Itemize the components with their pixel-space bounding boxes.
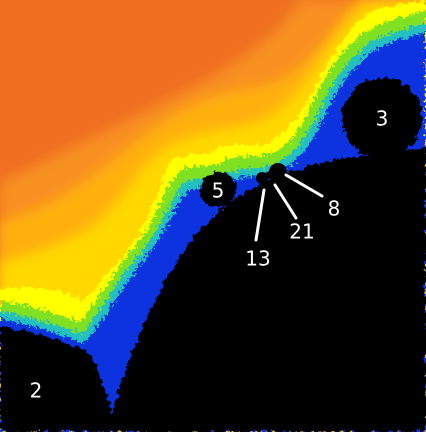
bulb-21 — [266, 171, 274, 179]
label-period-3: 3 — [376, 107, 389, 131]
bulb-13 — [256, 172, 268, 184]
bulb-5 — [200, 172, 236, 208]
pointer-8 — [284, 173, 324, 198]
pointer-21 — [273, 183, 298, 220]
label-period-21: 21 — [289, 220, 314, 244]
label-period-13: 13 — [245, 247, 270, 271]
pointer-13 — [254, 188, 266, 242]
main-cardioid — [0, 148, 426, 432]
label-period-8: 8 — [328, 197, 341, 221]
label-period-5: 5 — [212, 179, 225, 203]
label-period-2: 2 — [30, 379, 43, 403]
bulb-3 — [342, 78, 422, 158]
